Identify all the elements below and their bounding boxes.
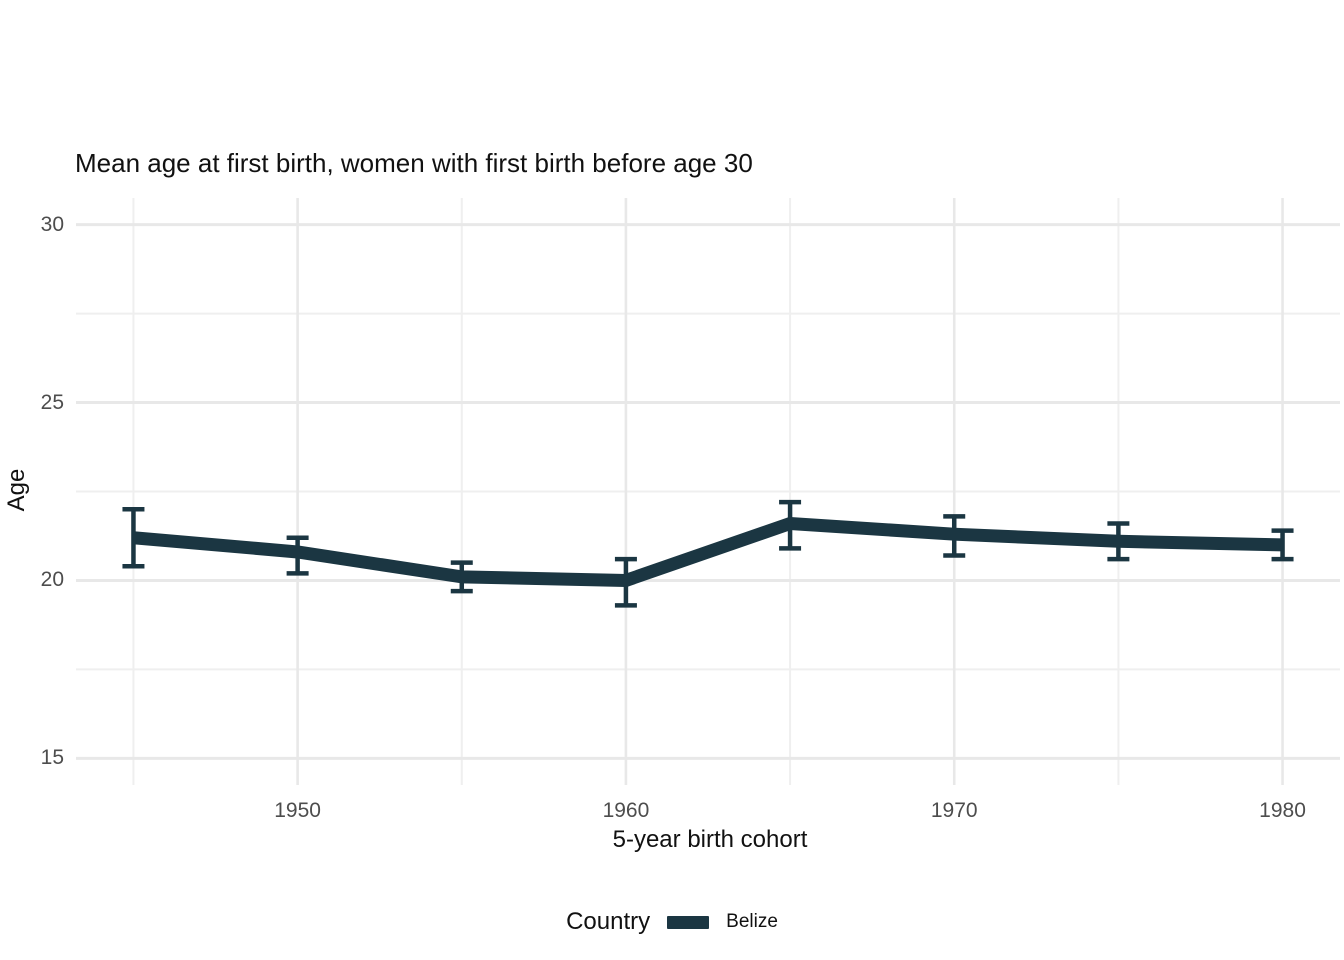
legend-title: Country xyxy=(566,908,651,935)
chart-title: Mean age at first birth, women with firs… xyxy=(75,148,753,178)
x-tick-label: 1970 xyxy=(930,799,978,822)
y-tick-label: 30 xyxy=(40,212,64,236)
y-axis-title: Age xyxy=(3,468,30,512)
series-line-belize xyxy=(132,517,1283,587)
x-tick-label: 1950 xyxy=(274,799,321,822)
legend-key-belize xyxy=(667,915,710,929)
x-tick-label: 1960 xyxy=(602,799,650,822)
y-tick-label: 20 xyxy=(40,568,64,592)
legend: Country Belize xyxy=(0,904,1344,940)
y-tick-label: 25 xyxy=(40,390,64,414)
x-axis-title: 5-year birth cohort xyxy=(612,826,808,853)
y-tick-label: 15 xyxy=(40,746,64,770)
x-tick-label: 1980 xyxy=(1259,799,1306,822)
legend-label-belize: Belize xyxy=(726,911,778,932)
